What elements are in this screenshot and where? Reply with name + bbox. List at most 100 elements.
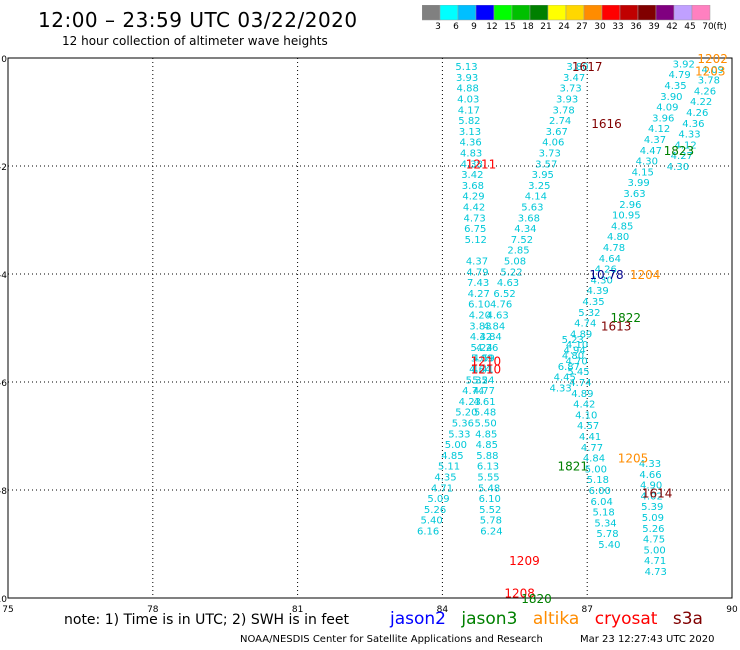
wave-height-value: 6.13: [477, 462, 499, 473]
wave-height-value: 4.83: [460, 149, 482, 160]
wave-height-value: 4.85: [476, 440, 498, 451]
legend-tick-label: 12: [486, 22, 498, 32]
latitude-tick-label: -10: [0, 595, 7, 605]
wave-height-value: 4.85: [611, 221, 633, 232]
wave-height-value: 3.95: [532, 170, 554, 181]
wave-height-value: 5.33: [448, 429, 470, 440]
wave-height-value: 5.24: [470, 343, 492, 354]
wave-height-value: 4.09: [656, 103, 678, 114]
wave-height-value: 5.11: [438, 462, 460, 473]
wave-height-value: 4.84: [480, 332, 502, 343]
wave-height-value: 3.99: [627, 178, 649, 189]
pass-time-label: 1822: [611, 311, 642, 325]
wave-height-value: 4.74: [574, 319, 596, 330]
wave-height-value: 4.64: [469, 365, 491, 376]
wave-height-value: 5.08: [504, 257, 526, 268]
wave-height-value: 3.80: [566, 62, 588, 73]
wave-height-value: 3.78: [698, 76, 720, 87]
wave-height-value: 4.84: [483, 321, 505, 332]
wave-height-value: 2.74: [549, 116, 571, 127]
wave-height-value: 4.23: [459, 397, 481, 408]
wave-height-value: 4.74: [462, 386, 484, 397]
wave-height-value: 5.34: [594, 518, 616, 529]
wave-height-value: 4.33: [639, 459, 661, 470]
legend-tick-label: 9: [471, 22, 477, 32]
wave-height-value: 4.73: [645, 567, 667, 578]
longitude-tick-label: 87: [581, 605, 592, 615]
wave-height-value: 4.26: [686, 108, 708, 119]
wave-height-value: 4.66: [639, 470, 661, 481]
wave-height-value: 4.30: [591, 275, 613, 286]
wave-height-value: 5.52: [479, 505, 501, 516]
wave-height-value: 4.70: [565, 356, 587, 367]
wave-height-value: 4.42: [463, 203, 485, 214]
longitude-tick-label: 81: [292, 605, 303, 615]
legend-unit-label: (ft): [713, 22, 727, 32]
wave-height-value: 3.57: [535, 159, 557, 170]
wave-height-value: 5.12: [465, 235, 487, 246]
legend-tick-label: 24: [558, 22, 570, 32]
wave-height-value: 5.00: [445, 440, 467, 451]
wave-height-value: 5.09: [427, 494, 449, 505]
legend-tick-label: 18: [522, 22, 534, 32]
pass-time-label: 10.78: [589, 268, 623, 282]
legend-tick-label: 27: [576, 22, 588, 32]
legend-tick-label: 15: [504, 22, 516, 32]
wave-height-value: 4.29: [462, 192, 484, 203]
wave-height-value: 5.18: [592, 508, 614, 519]
wave-height-value: 4.64: [599, 254, 621, 265]
latitude-tick-label: -2: [0, 163, 7, 173]
pass-time-label: 1820: [521, 592, 552, 606]
pass-time-label: 1205: [618, 452, 649, 466]
wave-height-value: 4.79: [466, 267, 488, 278]
wave-height-value: 6.16: [417, 527, 439, 538]
pass-time-label: 1202: [697, 52, 728, 66]
satellite-label-cryosat: cryosat: [594, 609, 658, 629]
wave-height-value: 5.82: [458, 116, 480, 127]
color-scale-legend: [422, 5, 711, 21]
wave-height-value: 4.10: [566, 340, 588, 351]
wave-height-value: 4.71: [644, 556, 666, 567]
wave-height-value: 4.47: [640, 146, 662, 157]
wave-height-value: 4.74: [569, 378, 591, 389]
wave-height-value: 5.32: [578, 308, 600, 319]
wave-height-value: 2.96: [619, 200, 641, 211]
wave-height-value: 5.55: [477, 473, 499, 484]
longitude-tick-label: 75: [2, 605, 13, 615]
wave-height-value: 5.24: [472, 375, 494, 386]
map-frame: [7, 57, 733, 599]
pass-time-label: 1211: [466, 157, 497, 171]
wave-height-value: 4.94: [564, 346, 586, 357]
wave-height-value: 3.93: [456, 73, 478, 84]
pass-time-label: 1204: [630, 268, 661, 282]
wave-height-value: 5.78: [596, 529, 618, 540]
wave-height-value: 4.30: [636, 157, 658, 168]
wave-height-value: 4.80: [607, 232, 629, 243]
wave-height-value: 4.85: [441, 451, 463, 462]
wave-height-value: 5.48: [474, 408, 496, 419]
wave-height-value: 3.47: [563, 73, 585, 84]
wave-height-value: 5.40: [598, 540, 620, 551]
wave-height-value: 4.22: [690, 97, 712, 108]
wave-height-value: 5.00: [585, 464, 607, 475]
wave-height-value: 4.33: [550, 383, 572, 394]
wave-height-value: 4.02: [641, 491, 663, 502]
wave-height-value: 4.33: [678, 130, 700, 141]
generated-timestamp: Mar 23 12:27:43 UTC 2020: [580, 634, 715, 645]
wave-height-value: 4.84: [583, 454, 605, 465]
wave-height-value: 5.48: [478, 483, 500, 494]
wave-height-value: 6.87: [558, 362, 580, 373]
wave-height-value: 4.35: [582, 297, 604, 308]
wave-height-value: 4.27: [468, 289, 490, 300]
wave-height-value: 4.32: [470, 332, 492, 343]
wave-height-value: 5.40: [420, 516, 442, 527]
color-scale-labels: 3 6 9 12 15 18 21 24 27 30 33 36 39 42 45 70 (ft): [422, 22, 740, 36]
wave-height-value: 5.39: [641, 502, 663, 513]
wave-height-value: 4.27: [671, 151, 693, 162]
wave-height-value: 3.78: [553, 105, 575, 116]
wave-height-value: 4.61: [473, 397, 495, 408]
wave-height-value: 3.67: [546, 127, 568, 138]
wave-height-value: 5.00: [643, 545, 665, 556]
legend-tick-label: 36: [630, 22, 642, 32]
wave-height-value: 4.14: [525, 192, 547, 203]
